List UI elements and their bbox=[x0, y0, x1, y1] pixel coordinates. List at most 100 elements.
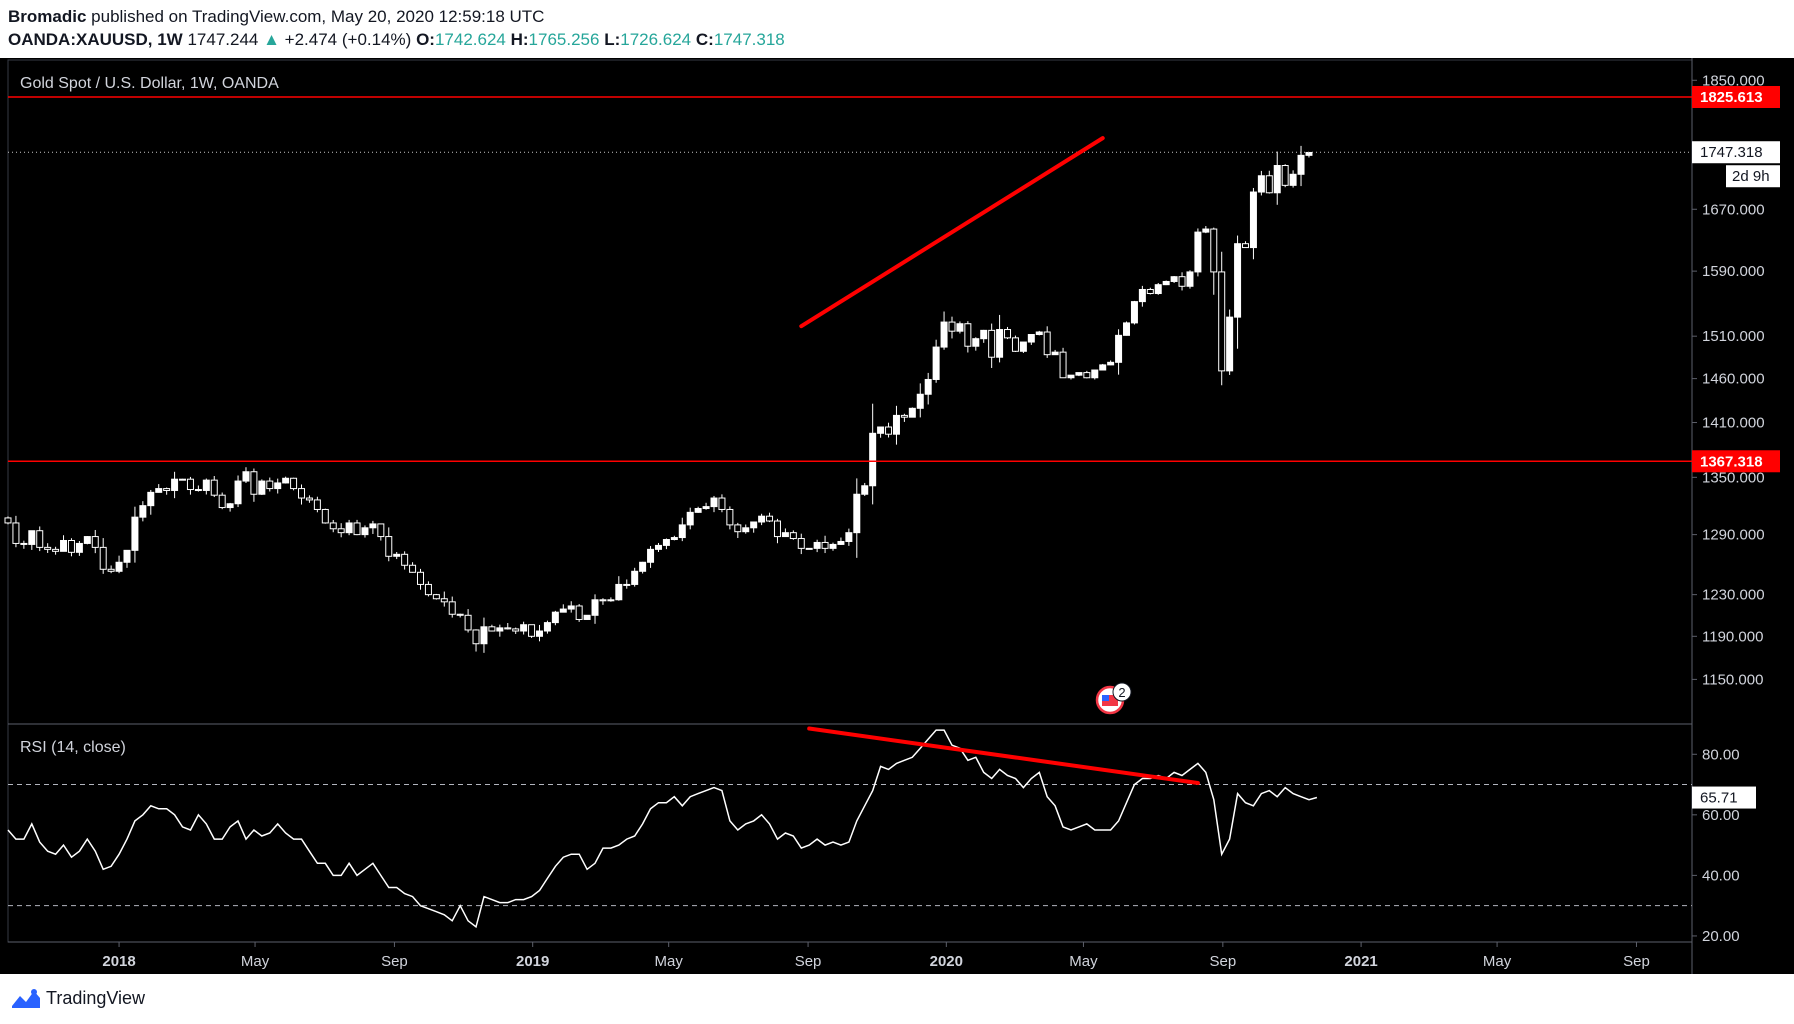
economic-event-marker[interactable]: 2 bbox=[1095, 682, 1132, 715]
candle-body bbox=[290, 477, 298, 490]
candle-body bbox=[417, 571, 425, 585]
publish-date: published on TradingView.com, May 20, 20… bbox=[91, 7, 545, 26]
open-label: O: bbox=[416, 30, 435, 49]
tradingview-brand[interactable]: TradingView bbox=[46, 988, 146, 1008]
candle-body bbox=[345, 522, 353, 534]
event-count: 2 bbox=[1118, 685, 1125, 700]
candle-body bbox=[432, 594, 440, 600]
price-axis-label: 1230.000 bbox=[1702, 587, 1765, 604]
candle-body bbox=[258, 480, 266, 495]
candle-body bbox=[186, 478, 194, 491]
candle-body bbox=[1019, 341, 1027, 352]
candle-body bbox=[567, 605, 575, 610]
time-axis-label: May bbox=[1069, 953, 1098, 970]
candle-body bbox=[924, 378, 932, 395]
candle-body bbox=[678, 524, 686, 539]
candle-body bbox=[1178, 276, 1186, 287]
candle-body bbox=[1123, 322, 1131, 336]
candle-body bbox=[758, 515, 766, 523]
candle-body bbox=[1083, 372, 1091, 379]
candle-body bbox=[298, 488, 306, 499]
rsi-axis-label: 80.00 bbox=[1702, 746, 1740, 763]
low-value: 1726.624 bbox=[620, 30, 692, 49]
candle-body bbox=[996, 329, 1004, 358]
candle-body bbox=[1273, 165, 1281, 194]
candle-body bbox=[52, 548, 60, 552]
candle-body bbox=[718, 497, 726, 510]
candle-body bbox=[1075, 372, 1083, 376]
candle-body bbox=[1091, 369, 1099, 379]
open-value: 1742.624 bbox=[434, 30, 506, 49]
time-axis-label: Sep bbox=[1209, 953, 1236, 970]
candle-body bbox=[1218, 271, 1226, 372]
candle-body bbox=[670, 537, 678, 541]
candle-body bbox=[115, 561, 123, 572]
high-value: 1765.256 bbox=[528, 30, 600, 49]
candle-body bbox=[75, 542, 83, 553]
price-axis-label: 1850.000 bbox=[1702, 72, 1765, 89]
candle-body bbox=[1297, 154, 1305, 175]
flag-stripes bbox=[1102, 695, 1118, 706]
candle-body bbox=[639, 561, 647, 572]
candle-body bbox=[12, 522, 20, 544]
candle-body bbox=[179, 478, 187, 481]
candle-body bbox=[163, 488, 171, 491]
candle-body bbox=[885, 426, 893, 435]
candle-body bbox=[472, 629, 480, 645]
bar-countdown: 2d 9h bbox=[1732, 168, 1770, 185]
candle-body bbox=[1043, 331, 1051, 356]
candle-body bbox=[282, 477, 290, 484]
candle-body bbox=[647, 548, 655, 563]
candle-body bbox=[900, 414, 908, 418]
candle-body bbox=[869, 432, 877, 487]
candle-body bbox=[448, 601, 456, 615]
candle-body bbox=[36, 530, 44, 548]
candle-body bbox=[861, 485, 869, 495]
candle-body bbox=[202, 479, 210, 491]
chart-canvas[interactable]: 1825.613 1367.318 1747.318 2d 9h 65.71 1850… bbox=[0, 58, 1794, 974]
candle-body bbox=[329, 522, 337, 530]
tradingview-logo-icon[interactable] bbox=[10, 988, 42, 1010]
candle-body bbox=[377, 523, 385, 538]
candle-body bbox=[1059, 351, 1067, 379]
candle-body bbox=[1194, 231, 1202, 273]
candle-body bbox=[1099, 364, 1107, 371]
candle-body bbox=[496, 627, 504, 632]
candle-body bbox=[218, 494, 226, 509]
candle-body bbox=[750, 521, 758, 529]
close-label: C: bbox=[695, 30, 714, 49]
candle-body bbox=[1011, 337, 1019, 352]
publish-info: Bromadic published on TradingView.com, M… bbox=[8, 7, 544, 27]
candle-body bbox=[155, 488, 163, 493]
candle-body bbox=[250, 471, 258, 495]
candle-body bbox=[242, 471, 250, 482]
price-change: +2.474 (+0.14%) bbox=[284, 30, 412, 49]
candle-body bbox=[710, 497, 718, 508]
close-value: 1747.318 bbox=[713, 30, 785, 49]
candle-body bbox=[393, 553, 401, 557]
candle-body bbox=[694, 508, 702, 513]
symbol-name: OANDA:XAUUSD, 1W bbox=[8, 30, 183, 49]
candle-body bbox=[551, 611, 559, 624]
last-price-label: 1747.318 bbox=[1700, 144, 1763, 161]
time-axis-label: Sep bbox=[795, 953, 822, 970]
candle-body bbox=[766, 515, 774, 522]
candle-body bbox=[1305, 151, 1313, 156]
candle-body bbox=[837, 540, 845, 545]
author-name[interactable]: Bromadic bbox=[8, 7, 87, 26]
candle-body bbox=[226, 503, 234, 509]
rsi-line bbox=[7, 729, 1318, 929]
candle-body bbox=[980, 329, 988, 340]
level-price-tag bbox=[1692, 450, 1780, 473]
footer-bar: TradingView bbox=[0, 974, 1794, 1024]
candle-body bbox=[877, 426, 885, 434]
candle-body bbox=[591, 599, 599, 616]
candle-body bbox=[1115, 334, 1123, 363]
candle-body bbox=[908, 407, 916, 418]
time-axis-label: May bbox=[241, 953, 270, 970]
rsi-axis-label: 20.00 bbox=[1702, 928, 1740, 945]
candle-body bbox=[1004, 329, 1012, 339]
candle-body bbox=[424, 583, 432, 596]
candle-body bbox=[409, 564, 417, 573]
flag-canton bbox=[1102, 695, 1109, 701]
